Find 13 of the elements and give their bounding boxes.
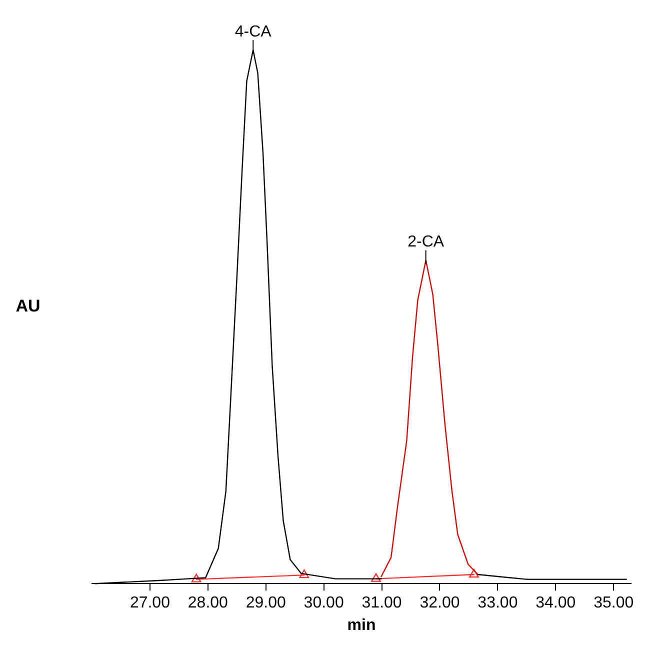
annotation: 4-CA — [234, 23, 272, 40]
x-tick-label: 35.00 — [594, 594, 634, 612]
x-tick-label: 32.00 — [420, 594, 460, 612]
x-tick-label: 30.00 — [304, 594, 344, 612]
x-tick-label: 29.00 — [246, 594, 286, 612]
x-axis-title: min — [347, 616, 376, 634]
y-axis-title: AU — [16, 296, 40, 316]
x-tick-label: 33.00 — [478, 594, 518, 612]
annotation: 2-CA — [408, 234, 444, 251]
x-tick-label: 27.00 — [130, 594, 170, 612]
x-tick-label: 31.00 — [362, 594, 402, 612]
x-tick-label: 34.00 — [536, 594, 576, 612]
x-tick-label: 28.00 — [188, 594, 228, 612]
